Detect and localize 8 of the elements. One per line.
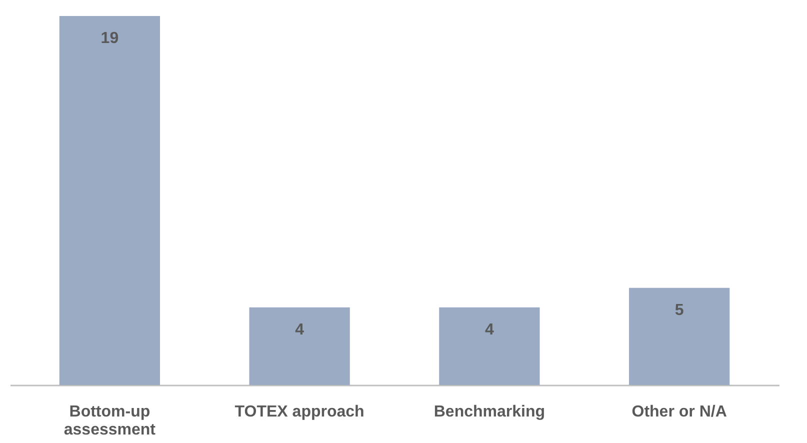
data-label: 4 — [484, 321, 494, 338]
x-tick-label: Bottom-up assessment — [64, 404, 156, 438]
x-tick-label: Other or N/A — [632, 404, 728, 420]
x-tick-label: Benchmarking — [434, 404, 546, 420]
x-tick-label: TOTEX approach — [234, 404, 364, 420]
data-label: 19 — [100, 30, 119, 47]
data-label: 4 — [295, 321, 304, 338]
data-label: 5 — [674, 302, 684, 319]
